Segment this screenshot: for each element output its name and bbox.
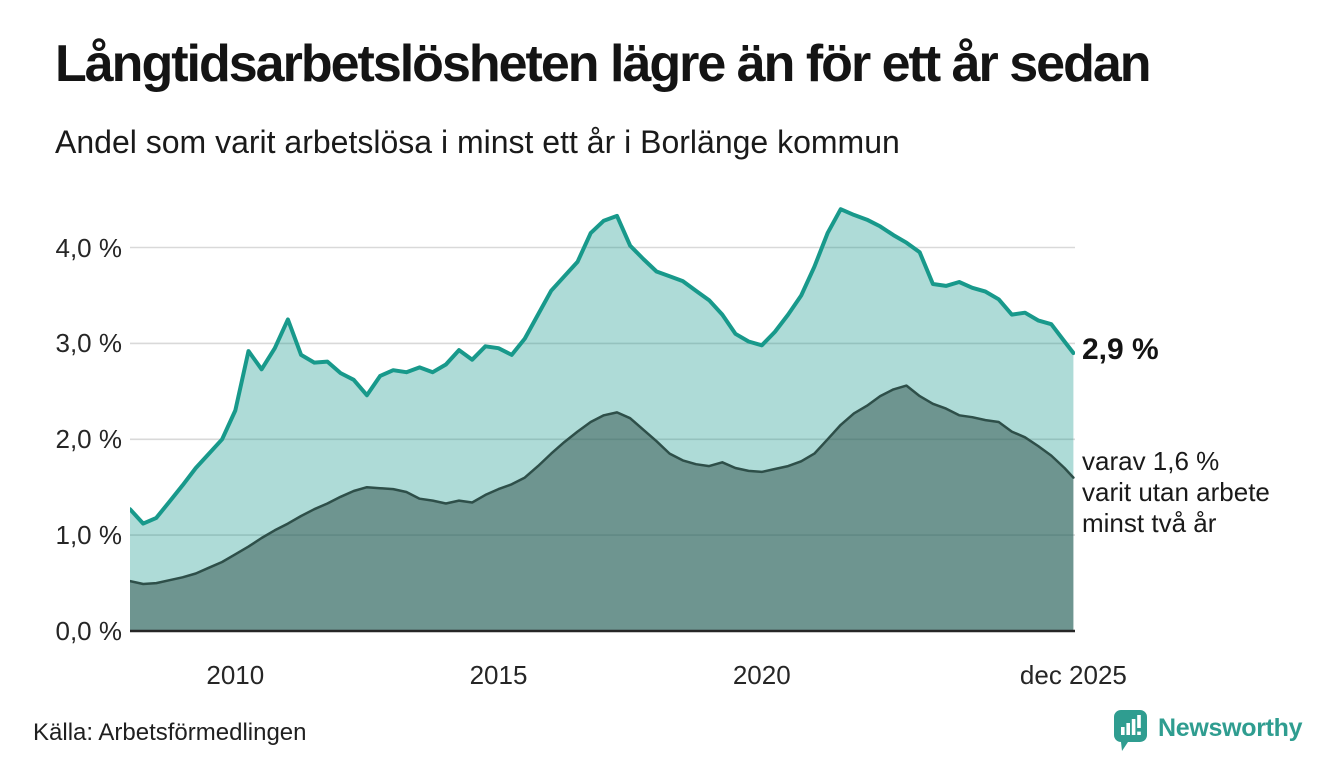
x-tick-label: dec 2025 (1019, 660, 1127, 690)
brand-logo: Newsworthy (1113, 708, 1303, 754)
y-tick-label: 4,0 % (55, 232, 123, 263)
brand-name: Newsworthy (1158, 713, 1303, 742)
x-tick-label: 2010 (206, 660, 265, 690)
secondary-label-line3: minst två år (1082, 508, 1217, 538)
secondary-series-label: varav 1,6 % varit utan arbete minst två … (1082, 446, 1270, 539)
secondary-label-line1: varav 1,6 % (1082, 446, 1220, 476)
x-tick-label: 2020 (732, 660, 791, 690)
y-tick-label: 0,0 % (55, 616, 123, 646)
line-total-min-one-year (128, 207, 1076, 526)
y-tick-label: 2,0 % (55, 424, 123, 455)
page-subtitle: Andel som varit arbetslösa i minst ett å… (55, 124, 900, 160)
newsworthy-badge-icon (1114, 710, 1147, 751)
latest-value-label: 2,9 % (1082, 333, 1159, 366)
area-chart (128, 190, 1076, 634)
secondary-label-line2: varit utan arbete (1082, 477, 1270, 507)
y-tick-label: 1,0 % (55, 520, 123, 551)
page-title: Långtidsarbetslösheten lägre än för ett … (55, 35, 1152, 93)
area-min-two-years (130, 385, 1074, 631)
source-note: Källa: Arbetsförmedlingen (33, 719, 307, 746)
y-tick-label: 3,0 % (55, 328, 123, 359)
x-tick-label: 2015 (469, 660, 528, 690)
line-min-two-years (128, 384, 1075, 586)
